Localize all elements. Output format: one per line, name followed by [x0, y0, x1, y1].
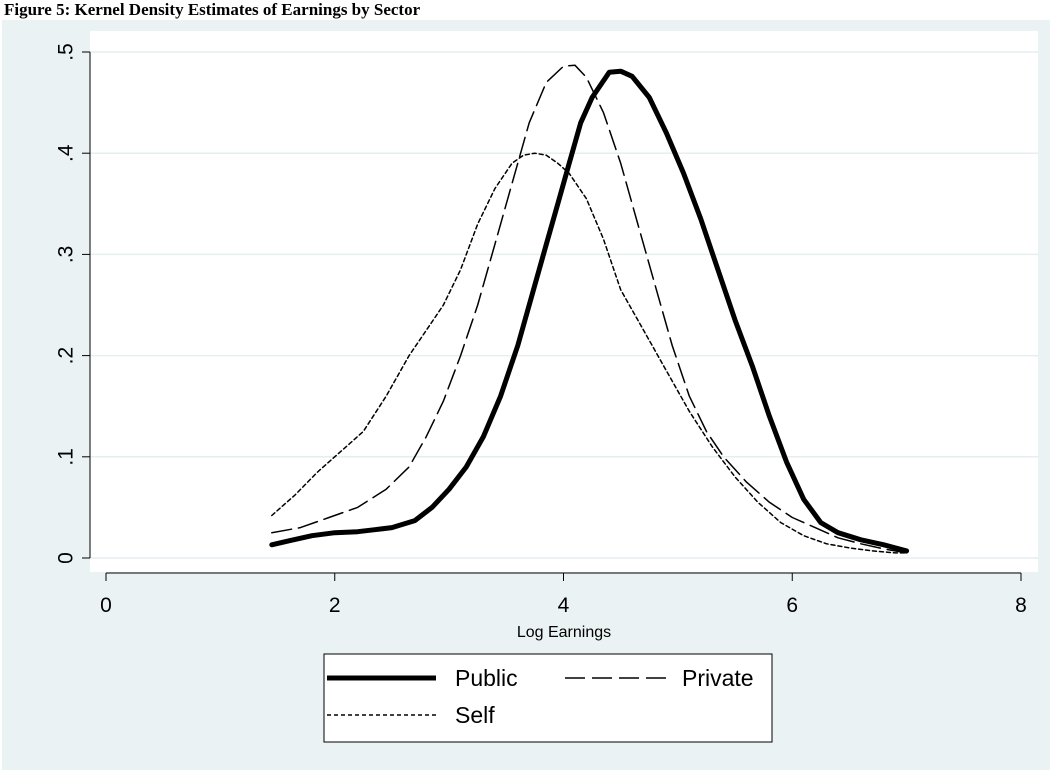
legend-box	[323, 653, 773, 743]
y-tick-label: .1	[55, 448, 78, 466]
x-tick-label: 4	[558, 594, 570, 617]
y-tick-label: .3	[55, 246, 78, 264]
y-tick-label: .4	[55, 144, 78, 162]
y-tick-label: .5	[55, 43, 78, 61]
x-axis-title: Log Earnings	[517, 624, 611, 641]
plot-area	[90, 31, 1038, 572]
series-line-public	[269, 68, 910, 554]
x-tick-label: 2	[329, 594, 341, 617]
series-line-self	[271, 152, 908, 554]
legend: Public Private Self	[323, 653, 773, 743]
series-lines	[269, 64, 910, 554]
x-tick-label: 0	[100, 594, 112, 617]
legend-label-public: Public	[455, 665, 518, 691]
page-title: Figure 5: Kernel Density Estimates of Ea…	[4, 0, 421, 19]
axes: 0 .1 .2 .3 .4 .5 0 2 4 6 8	[55, 43, 1027, 617]
grid-lines	[90, 51, 1038, 559]
x-tick-label: 6	[786, 594, 798, 617]
series-line-private	[271, 64, 908, 554]
legend-label-self: Self	[455, 702, 495, 728]
legend-label-private: Private	[682, 665, 754, 691]
x-tick-label: 8	[1015, 594, 1027, 617]
y-tick-label: .2	[55, 347, 78, 365]
y-tick-label: 0	[55, 552, 78, 564]
